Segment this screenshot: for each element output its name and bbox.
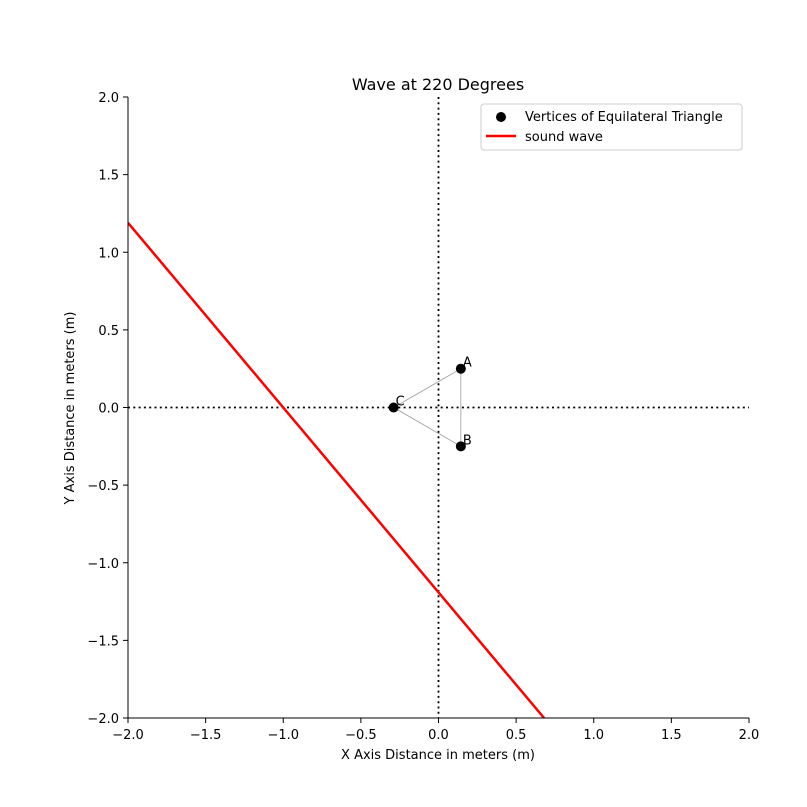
y-axis-label: Y Axis Distance in meters (m) [63,312,78,506]
triangle-edge-ca [393,368,462,408]
x-tick-label: 0.5 [506,728,527,743]
y-tick-label: 0.0 [98,402,119,417]
y-tick-label: 2.0 [98,91,119,106]
vertex-label-c: C [396,395,405,410]
legend-label-vertices: Vertices of Equilateral Triangle [525,110,723,125]
y-tick-label: 0.5 [98,324,119,339]
vertex-point-a [455,363,466,374]
vertex-point-c [388,402,399,413]
x-tick-label: −2.0 [112,728,144,743]
vertex-point-b [455,441,466,452]
x-tick-label: 1.0 [583,728,604,743]
x-tick-label: −0.5 [345,728,377,743]
x-axis-label: X Axis Distance in meters (m) [341,748,535,763]
vertex-label-b: B [463,433,472,448]
x-tick-label: 1.5 [661,728,682,743]
x-tick-label: −1.0 [267,728,299,743]
x-tick-label: 2.0 [739,728,760,743]
y-tick-label: −1.5 [87,634,119,649]
x-tick-label: −1.5 [190,728,222,743]
legend: Vertices of Equilateral Triangle sound w… [480,103,743,151]
vertex-label-a: A [463,356,472,371]
plot-area: A B C −2.0 −1.5 −1.0 −0.5 0.0 0.5 1.0 1.5 2.0 −2.0 −1… [87,91,759,743]
y-tick-label: −2.0 [87,712,119,727]
legend-label-wave: sound wave [525,130,603,145]
y-tick-label: −0.5 [87,479,119,494]
chart-title: Wave at 220 Degrees [352,75,524,94]
legend-frame [480,103,743,151]
triangle-edge-bc [393,407,462,447]
y-tick-label: −1.0 [87,557,119,572]
sound-wave-line [128,221,546,718]
x-tick-label: 0.0 [428,728,449,743]
y-tick-label: 1.0 [98,246,119,261]
y-tick-label: 1.5 [98,169,119,184]
legend-marker-vertices [496,112,506,122]
